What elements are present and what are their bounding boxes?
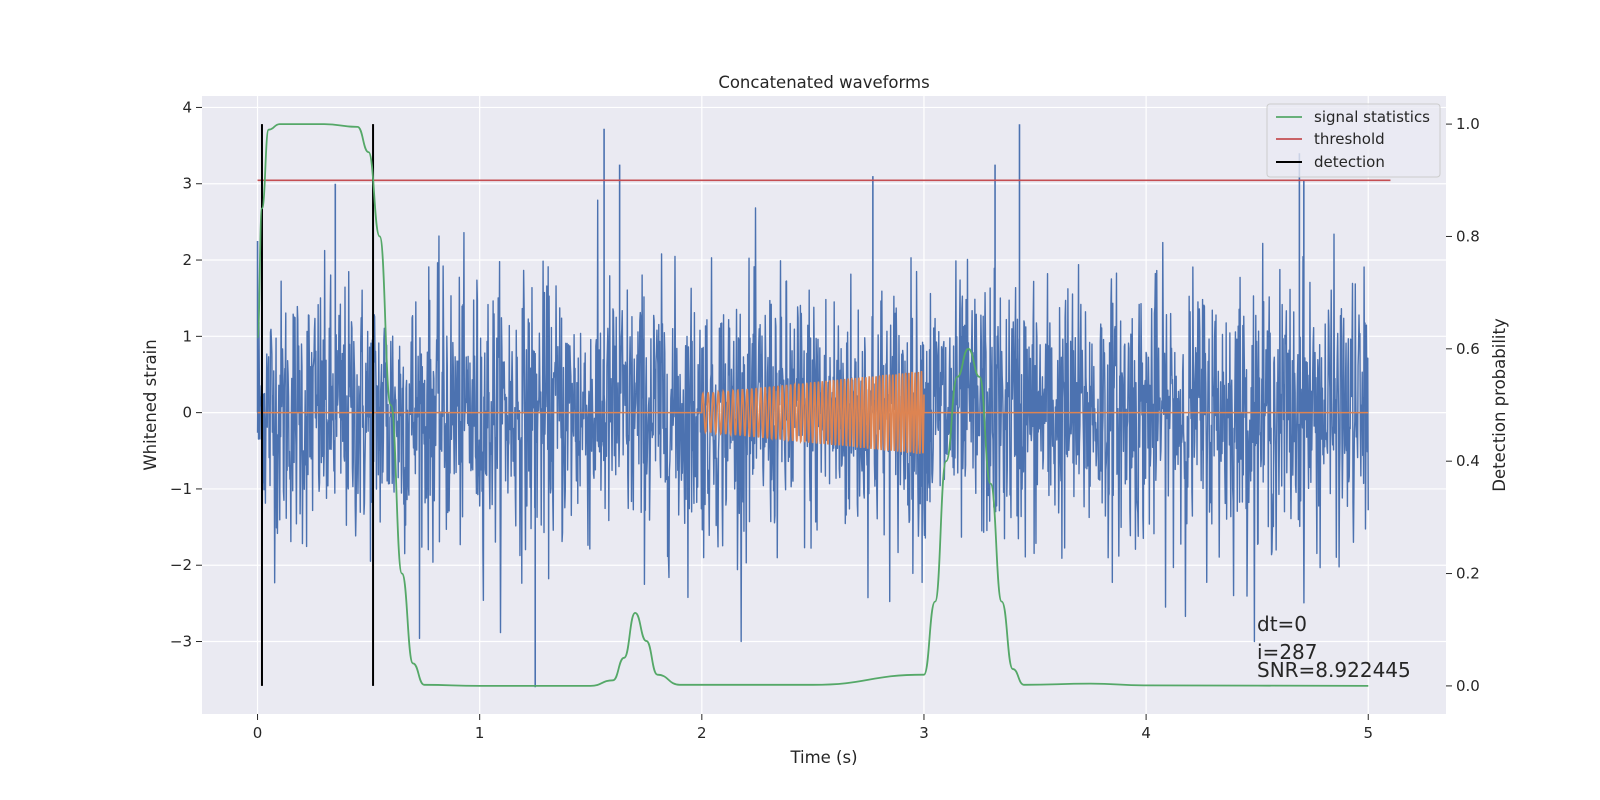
annotation-dt: dt=0 (1257, 612, 1307, 636)
annotation-snr: SNR=8.922445 (1257, 658, 1411, 682)
x-tick-label-2: 2 (697, 724, 707, 742)
x-axis-label: Time (s) (789, 748, 857, 767)
signal-statistics-line (256, 123, 1369, 687)
x-tick-label-0: 0 (253, 724, 263, 742)
y-tick-label-0: −3 (170, 633, 192, 651)
plot-clip (256, 123, 1391, 688)
legend-label-threshold: threshold (1314, 130, 1385, 148)
y2-tick-label-3: 0.6 (1456, 340, 1480, 358)
y2-tick-label-0: 0.0 (1456, 677, 1480, 695)
y2-tick-label-5: 1.0 (1456, 115, 1480, 133)
chart-title: Concatenated waveforms (718, 73, 929, 92)
y-tick-label-1: −2 (170, 556, 192, 574)
injected-signal-line (257, 371, 1369, 454)
legend-box (1266, 103, 1441, 178)
axes: 0 1 2 3 4 5 −3 −2 −1 0 1 2 3 4 0.0 0.2 0.4 0.6 0.8 1.0 (170, 98, 1480, 742)
y2-tick-label-4: 0.8 (1456, 227, 1480, 245)
legend: signal statistics threshold detection (1266, 103, 1441, 178)
y2-tick-label-1: 0.2 (1456, 565, 1480, 583)
y-tick-label-7: 4 (182, 98, 192, 116)
strain-series-line (256, 199, 1369, 643)
y-tick-label-3: 0 (182, 404, 192, 422)
y-tick-label-4: 1 (182, 327, 192, 345)
y2-axis-label: Detection probability (1490, 318, 1509, 492)
y-tick-label-2: −1 (170, 480, 192, 498)
y-tick-label-5: 2 (182, 251, 192, 269)
strain-peaks (256, 124, 1305, 688)
annotation-index: i=287 (1257, 640, 1318, 664)
y-axis-label: Whitened strain (141, 339, 160, 470)
x-tick-label-4: 4 (1141, 724, 1151, 742)
annotations: dt=0 i=287 SNR=8.922445 (1257, 612, 1411, 682)
y2-tick-label-2: 0.4 (1456, 452, 1480, 470)
x-tick-label-5: 5 (1363, 724, 1373, 742)
x-tick-label-1: 1 (475, 724, 485, 742)
plot-layer (256, 123, 1391, 688)
x-tick-label-3: 3 (919, 724, 929, 742)
legend-label-signal-statistics: signal statistics (1314, 108, 1430, 126)
legend-label-detection: detection (1314, 153, 1385, 171)
y-tick-label-6: 3 (182, 175, 192, 193)
